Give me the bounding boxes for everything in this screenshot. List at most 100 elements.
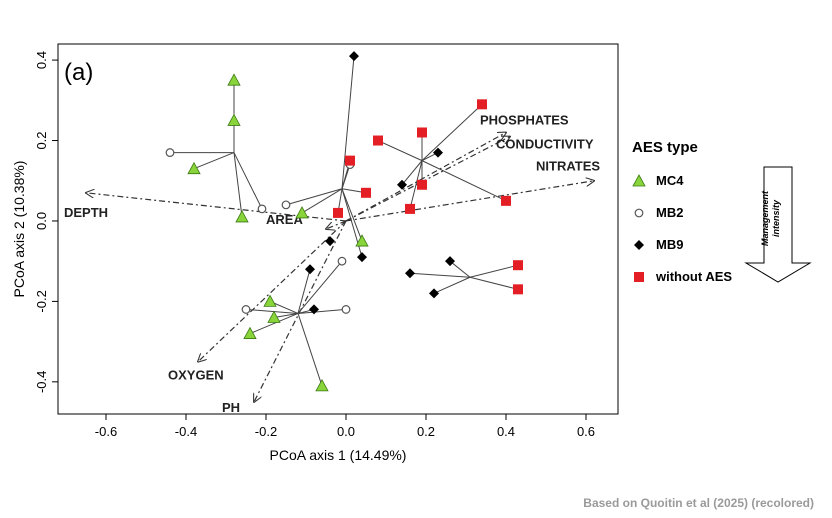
management-arrow [744,166,812,283]
spider-line [193,152,235,170]
point-mc4 [243,326,257,339]
y-tick-label: 0.4 [34,51,49,69]
spider-line [409,272,471,278]
spider-line [285,188,343,206]
y-tick-label: -0.2 [34,290,49,312]
vector-oxygen [198,220,347,362]
point-mb9 [309,304,319,315]
point-mb2 [241,305,251,314]
spider-line [377,140,423,162]
spider-line [233,152,263,210]
point-without-aes [361,187,371,198]
x-tick-label: 0.0 [337,424,355,439]
spider-line [401,160,423,186]
x-tick-label: 0.4 [497,424,515,439]
point-without-aes [405,203,415,214]
legend-marker-mc4 [632,174,646,187]
point-mc4 [227,73,241,86]
spider-line [341,56,355,189]
vector-phosphates [345,132,506,222]
point-mb2 [281,200,291,210]
legend-label-mb2: MB2 [656,205,683,220]
spider-line [341,188,363,242]
spider-line [449,260,471,278]
source-credit: Based on Quoitin et al (2025) (recolored… [583,496,814,510]
point-without-aes [345,155,355,166]
legend-title: AES type [632,139,698,156]
point-mb2 [165,148,175,157]
point-mc4 [235,210,249,223]
point-mb9 [305,264,315,275]
point-mb9 [325,236,335,247]
point-mc4 [267,310,281,323]
management-intensity-label: Management intensity [760,190,781,246]
vector-label-oxygen: OXYGEN [168,368,224,383]
x-tick-label: -0.2 [255,424,277,439]
point-mc4 [227,113,241,126]
legend-marker-mb9 [634,240,644,250]
spider-line [249,312,299,335]
vector-label-phosphates: PHOSPHATES [480,112,569,127]
spider-line [469,276,519,290]
x-tick-label: 0.2 [417,424,435,439]
y-tick-label: 0.0 [34,212,49,230]
legend-label-mb9: MB9 [656,237,683,252]
point-mb9 [429,288,439,299]
spider-line [297,313,323,387]
vector-label-depth: DEPTH [64,205,108,220]
point-mb2 [337,256,347,266]
spider-line [273,312,299,318]
point-mb9 [357,252,367,263]
point-mb9 [433,147,443,158]
point-layer [165,51,523,392]
point-without-aes [513,284,523,295]
point-mc4 [263,294,277,307]
point-mc4 [187,161,201,175]
legend: AES type MC4 MB2 MB9 without AES [632,139,732,284]
point-mc4 [355,234,369,247]
vector-area [326,220,347,229]
point-mc4 [315,379,329,392]
plot-frame [57,43,619,415]
x-axis-label: PCoA axis 1 (14.49%) [270,447,407,463]
spider-line [469,264,519,278]
spider-line [409,160,423,210]
legend-marker-mb2 [634,208,644,218]
vector-label-nitrates: NITRATES [536,159,600,174]
y-tick-label: -0.4 [34,371,49,393]
point-without-aes [417,179,427,190]
point-mc4 [295,206,309,219]
spider-line [297,260,343,314]
point-mb9 [397,179,407,190]
legend-label-mc4: MC4 [656,173,684,188]
spider-line [233,152,243,217]
spider-line [421,160,507,202]
point-without-aes [373,135,383,146]
point-mb9 [349,51,359,62]
x-tick-label: -0.4 [175,424,197,439]
y-tick-label: 0.2 [34,131,49,149]
vector-conductivity [345,137,510,222]
point-without-aes [501,195,511,206]
panel-label: (a) [64,59,93,86]
vector-label-conductivity: CONDUCTIVITY [496,137,594,152]
axis-layer: -0.6 -0.4 -0.2 0.0 0.2 0.4 0.6 -0.4 -0.2 0.0 0.2 0.… [34,51,595,439]
point-without-aes [477,99,487,110]
vector-label-area: AREA [266,212,303,227]
x-tick-label: 0.6 [577,424,595,439]
y-axis-label: PCoA axis 2 (10.38%) [11,161,27,298]
point-without-aes [333,207,343,218]
legend-label-without-aes: without AES [655,269,732,284]
point-mb9 [445,256,455,267]
x-tick-label: -0.6 [95,424,117,439]
spider-line [297,308,347,314]
point-mb2 [341,305,351,314]
spider-line [421,103,483,161]
point-without-aes [513,260,523,271]
legend-marker-without-aes [634,272,644,282]
vector-label-ph: PH [222,400,240,415]
spider-line [245,308,299,314]
point-without-aes [417,127,427,138]
spider-line [301,188,343,214]
